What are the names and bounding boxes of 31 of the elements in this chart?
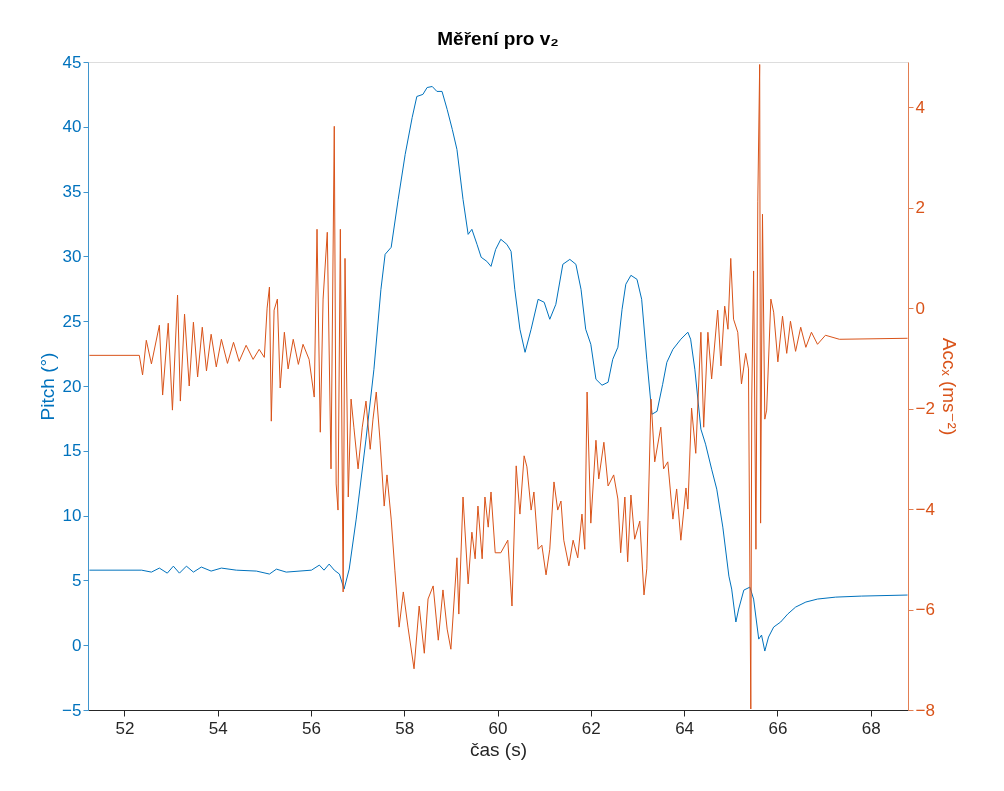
y2-tick-label: 4 xyxy=(915,97,925,117)
chart-title: Měření pro v₂ xyxy=(437,28,559,49)
y-tick-label: 0 xyxy=(72,635,82,655)
y2-tick-label: −8 xyxy=(915,700,935,720)
y2-tick-label: 0 xyxy=(915,298,925,318)
y2-tick-label: 2 xyxy=(915,198,925,218)
y-tick-label: 35 xyxy=(62,182,82,202)
y-tick-label: 10 xyxy=(62,506,82,526)
x-tick-label: 66 xyxy=(768,718,788,738)
y-tick-label: 45 xyxy=(62,52,82,72)
y-tick-label: 25 xyxy=(62,311,82,331)
y-tick-label: 15 xyxy=(62,441,82,461)
y-tick-label: −5 xyxy=(62,700,82,720)
y2-axis-title: Accₓ (ms⁻²) xyxy=(938,337,960,436)
x-tick-label: 58 xyxy=(395,718,415,738)
y2-tick-label: −2 xyxy=(915,399,935,419)
x-axis-title: čas (s) xyxy=(470,738,527,760)
x-tick-label: 60 xyxy=(488,718,508,738)
x-tick-label: 54 xyxy=(208,718,228,738)
x-tick-label: 62 xyxy=(581,718,601,738)
y-tick-label: 5 xyxy=(72,570,82,590)
x-tick-label: 68 xyxy=(861,718,881,738)
y-tick-label: 40 xyxy=(62,117,82,137)
y-tick-label: 30 xyxy=(62,246,82,266)
x-tick-label: 56 xyxy=(302,718,321,738)
y-tick-label: 20 xyxy=(62,376,82,396)
x-tick-label: 52 xyxy=(115,718,135,738)
y2-tick-label: −6 xyxy=(915,600,935,620)
y-axis-title: Pitch (°) xyxy=(37,352,59,421)
x-tick-label: 64 xyxy=(675,718,695,738)
y2-tick-label: −4 xyxy=(915,499,935,519)
